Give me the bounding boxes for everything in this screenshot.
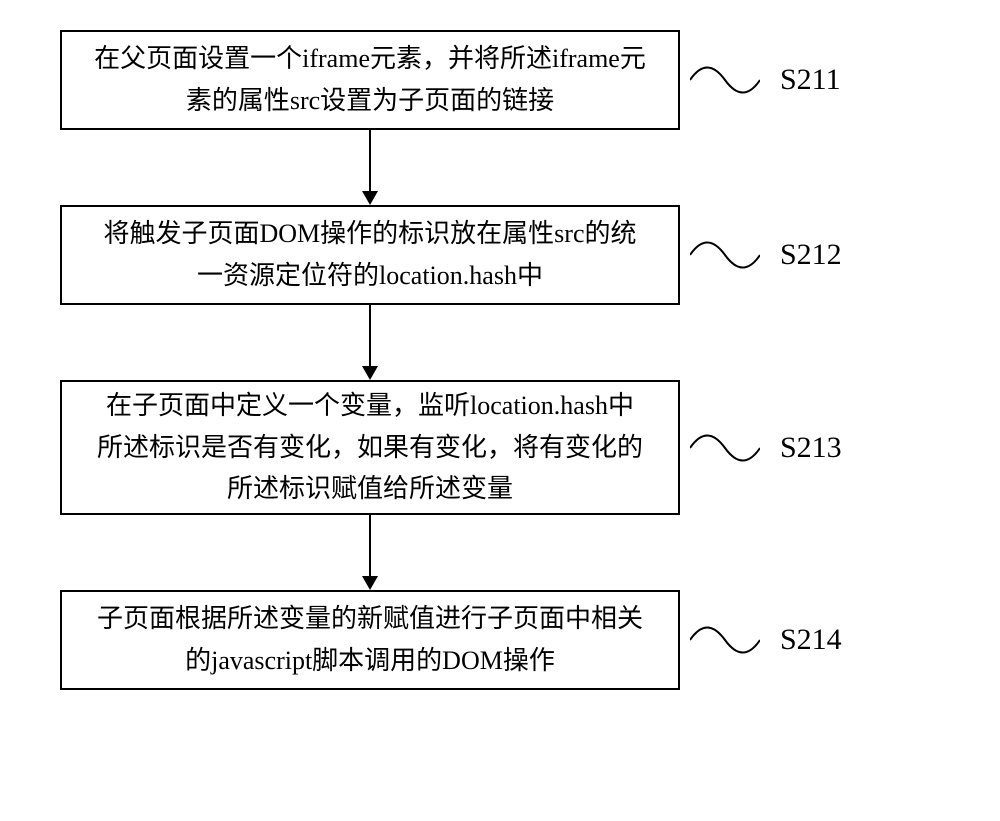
flow-step-label: S211: [780, 63, 841, 97]
arrow-down-icon: [350, 515, 390, 590]
arrow-down-icon: [350, 130, 390, 205]
flow-arrow: [60, 515, 680, 590]
flow-step-label: S214: [780, 623, 842, 657]
flow-step-box: 在子页面中定义一个变量，监听location.hash中所述标识是否有变化，如果…: [60, 380, 680, 515]
flow-step-box: 将触发子页面DOM操作的标识放在属性src的统一资源定位符的location.h…: [60, 205, 680, 305]
flowchart-container: 在父页面设置一个iframe元素，并将所述iframe元素的属性src设置为子页…: [60, 30, 940, 690]
flow-step-text: 子页面根据所述变量的新赋值进行子页面中相关的javascript脚本调用的DOM…: [97, 598, 643, 681]
flow-step-box: 在父页面设置一个iframe元素，并将所述iframe元素的属性src设置为子页…: [60, 30, 680, 130]
flow-step-row: 在子页面中定义一个变量，监听location.hash中所述标识是否有变化，如果…: [60, 380, 940, 515]
connector-wave-icon: [690, 235, 760, 275]
connector-wave-icon: [690, 428, 760, 468]
flow-step-text: 将触发子页面DOM操作的标识放在属性src的统一资源定位符的location.h…: [104, 213, 637, 296]
flow-arrow: [60, 130, 680, 205]
flow-step-text: 在父页面设置一个iframe元素，并将所述iframe元素的属性src设置为子页…: [94, 38, 646, 121]
flow-arrow: [60, 305, 680, 380]
arrow-down-icon: [350, 305, 390, 380]
flow-step-text: 在子页面中定义一个变量，监听location.hash中所述标识是否有变化，如果…: [97, 385, 643, 510]
flow-step-label: S213: [780, 431, 842, 465]
flow-step-label: S212: [780, 238, 842, 272]
connector-wave-icon: [690, 60, 760, 100]
flow-step-row: 在父页面设置一个iframe元素，并将所述iframe元素的属性src设置为子页…: [60, 30, 940, 130]
flow-step-box: 子页面根据所述变量的新赋值进行子页面中相关的javascript脚本调用的DOM…: [60, 590, 680, 690]
flow-step-row: 将触发子页面DOM操作的标识放在属性src的统一资源定位符的location.h…: [60, 205, 940, 305]
connector-wave-icon: [690, 620, 760, 660]
flow-step-row: 子页面根据所述变量的新赋值进行子页面中相关的javascript脚本调用的DOM…: [60, 590, 940, 690]
